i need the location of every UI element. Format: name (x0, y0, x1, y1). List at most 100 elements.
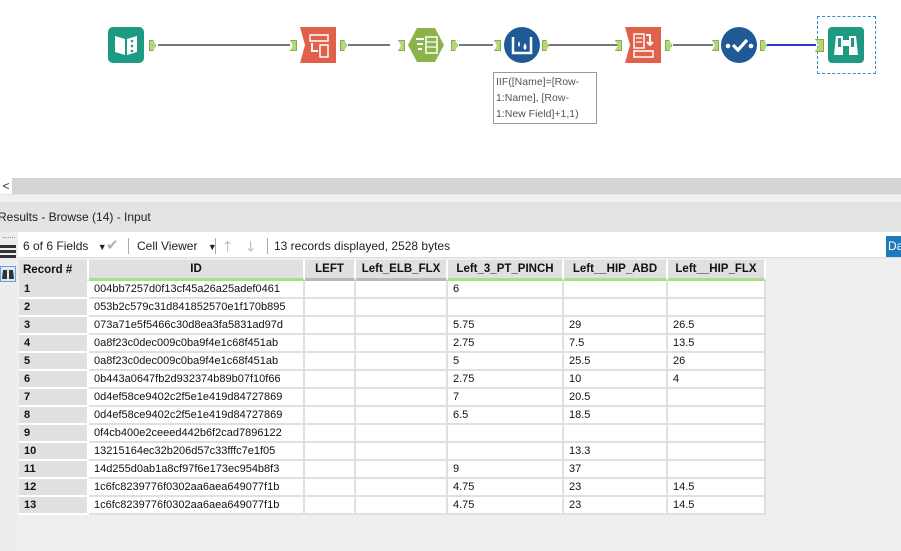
input-anchor[interactable] (712, 40, 719, 51)
input-data-tool[interactable] (108, 27, 144, 63)
cell-left[interactable] (305, 299, 356, 317)
cell-left-3-pt-pinch[interactable]: 6 (448, 281, 564, 299)
output-anchor[interactable] (542, 40, 549, 51)
cell-left[interactable] (305, 389, 356, 407)
cell-left-hip-flx[interactable]: 26 (668, 353, 766, 371)
cell-left-hip-flx[interactable]: 14.5 (668, 497, 766, 515)
cell-left-hip-abd[interactable]: 25.5 (564, 353, 668, 371)
table-row[interactable]: 12 1c6fc8239776f0302aa6aea649077f1b 4.75 23… (19, 479, 766, 497)
cell-left[interactable] (305, 425, 356, 443)
cell-left-elb-flx[interactable] (356, 497, 448, 515)
cell-left-elb-flx[interactable] (356, 281, 448, 299)
cell-id[interactable]: 0d4ef58ce9402c2f5e1e419d84727869 (89, 389, 305, 407)
cell-id[interactable]: 0d4ef58ce9402c2f5e1e419d84727869 (89, 407, 305, 425)
cell-left[interactable] (305, 335, 356, 353)
cell-left[interactable] (305, 281, 356, 299)
arrow-down-icon[interactable]: 🡓 (247, 238, 255, 254)
cell-left-hip-flx[interactable] (668, 461, 766, 479)
cell-left[interactable] (305, 371, 356, 389)
cell-id[interactable]: 004bb7257d0f13cf45a26a25adef0461 (89, 281, 305, 299)
cell-left-hip-abd[interactable]: 10 (564, 371, 668, 389)
cell-left-hip-abd[interactable]: 7.5 (564, 335, 668, 353)
unique-tool[interactable] (721, 27, 757, 63)
cell-left-3-pt-pinch[interactable]: 4.75 (448, 497, 564, 515)
column-header-left-elb-flx[interactable]: Left_ELB_FLX (356, 260, 448, 281)
sort-tool[interactable] (625, 27, 661, 63)
table-row[interactable]: 13 1c6fc8239776f0302aa6aea649077f1b 4.75 23… (19, 497, 766, 515)
select-records-tool[interactable] (300, 27, 336, 63)
cell-left-3-pt-pinch[interactable] (448, 299, 564, 317)
cell-left-hip-flx[interactable]: 14.5 (668, 479, 766, 497)
apply-check-icon[interactable]: ✔ (106, 237, 119, 254)
cell-id[interactable]: 0f4cb400e2ceeed442b6f2cad7896122 (89, 425, 305, 443)
table-row[interactable]: 7 0d4ef58ce9402c2f5e1e419d84727869 7 20.5 (19, 389, 766, 407)
cell-left[interactable] (305, 443, 356, 461)
cell-id[interactable]: 0a8f23c0dec009c0ba9f4e1c68f451ab (89, 353, 305, 371)
cell-left[interactable] (305, 479, 356, 497)
arrow-up-icon[interactable]: 🡑 (224, 238, 232, 254)
output-anchor[interactable] (149, 40, 156, 51)
cell-left-hip-flx[interactable] (668, 281, 766, 299)
cell-left-hip-flx[interactable]: 4 (668, 371, 766, 389)
cell-left-3-pt-pinch[interactable]: 9 (448, 461, 564, 479)
cell-left-elb-flx[interactable] (356, 317, 448, 335)
table-row[interactable]: 3 073a71e5f5466c30d8ea3fa5831ad97d 5.75 29 2… (19, 317, 766, 335)
scroll-left-button[interactable]: < (0, 178, 12, 194)
cell-left-hip-abd[interactable]: 23 (564, 497, 668, 515)
table-row[interactable]: 10 13215164ec32b206d57c33fffc7e1f05 13.3 (19, 443, 766, 461)
fields-selector[interactable]: 6 of 6 Fields ▼ (23, 235, 107, 257)
cell-left-hip-flx[interactable]: 26.5 (668, 317, 766, 335)
table-row[interactable]: 8 0d4ef58ce9402c2f5e1e419d84727869 6.5 18.5 (19, 407, 766, 425)
metadata-view-button[interactable] (0, 266, 16, 282)
cell-left-elb-flx[interactable] (356, 389, 448, 407)
cell-id[interactable]: 1c6fc8239776f0302aa6aea649077f1b (89, 479, 305, 497)
cell-left-hip-abd[interactable] (564, 425, 668, 443)
cell-left-elb-flx[interactable] (356, 335, 448, 353)
cell-left[interactable] (305, 497, 356, 515)
column-header-left[interactable]: LEFT (305, 260, 356, 281)
cell-left[interactable] (305, 461, 356, 479)
cell-left-3-pt-pinch[interactable]: 5 (448, 353, 564, 371)
multi-row-formula-tool[interactable] (504, 27, 540, 63)
cell-left-hip-flx[interactable] (668, 389, 766, 407)
table-row[interactable]: 11 14d255d0ab1a8cf97f6e173ec954b8f3 9 37 (19, 461, 766, 479)
cell-id[interactable]: 14d255d0ab1a8cf97f6e173ec954b8f3 (89, 461, 305, 479)
output-anchor[interactable] (665, 40, 672, 51)
cell-left-hip-abd[interactable]: 29 (564, 317, 668, 335)
column-header-left-3-pt-pinch[interactable]: Left_3_PT_PINCH (448, 260, 564, 281)
cell-id[interactable]: 0a8f23c0dec009c0ba9f4e1c68f451ab (89, 335, 305, 353)
cell-left-3-pt-pinch[interactable]: 5.75 (448, 317, 564, 335)
cell-left-elb-flx[interactable] (356, 371, 448, 389)
cell-left-elb-flx[interactable] (356, 353, 448, 371)
cell-left-hip-flx[interactable] (668, 443, 766, 461)
cell-left[interactable] (305, 317, 356, 335)
output-anchor[interactable] (760, 40, 767, 51)
cell-left-elb-flx[interactable] (356, 425, 448, 443)
cell-left-elb-flx[interactable] (356, 479, 448, 497)
cell-left-hip-flx[interactable] (668, 407, 766, 425)
table-row[interactable]: 5 0a8f23c0dec009c0ba9f4e1c68f451ab 5 25.5 26 (19, 353, 766, 371)
table-row[interactable]: 4 0a8f23c0dec009c0ba9f4e1c68f451ab 2.75 7.5… (19, 335, 766, 353)
table-row[interactable]: 2 053b2c579c31d841852570e1f170b895 (19, 299, 766, 317)
input-anchor[interactable] (398, 40, 405, 51)
table-row[interactable]: 1 004bb7257d0f13cf45a26a25adef0461 6 (19, 281, 766, 299)
viewer-selector[interactable]: Cell Viewer ▼ (137, 235, 217, 257)
cell-left-hip-abd[interactable] (564, 299, 668, 317)
cell-left[interactable] (305, 407, 356, 425)
cell-left-elb-flx[interactable] (356, 299, 448, 317)
cell-id[interactable]: 0b443a0647fb2d932374b89b07f10f66 (89, 371, 305, 389)
input-anchor[interactable] (494, 40, 501, 51)
cell-left-hip-abd[interactable]: 18.5 (564, 407, 668, 425)
cell-left-3-pt-pinch[interactable] (448, 425, 564, 443)
table-view-icon[interactable] (0, 244, 16, 260)
table-row[interactable]: 6 0b443a0647fb2d932374b89b07f10f66 2.75 10 4 (19, 371, 766, 389)
cell-left-elb-flx[interactable] (356, 407, 448, 425)
output-anchor[interactable] (340, 40, 347, 51)
cell-left-hip-abd[interactable]: 37 (564, 461, 668, 479)
panel-splitter[interactable] (0, 194, 901, 203)
cell-left-elb-flx[interactable] (356, 461, 448, 479)
cell-left-hip-flx[interactable]: 13.5 (668, 335, 766, 353)
cell-left-hip-abd[interactable]: 13.3 (564, 443, 668, 461)
data-button[interactable]: Da (886, 236, 901, 257)
input-anchor[interactable] (290, 40, 297, 51)
